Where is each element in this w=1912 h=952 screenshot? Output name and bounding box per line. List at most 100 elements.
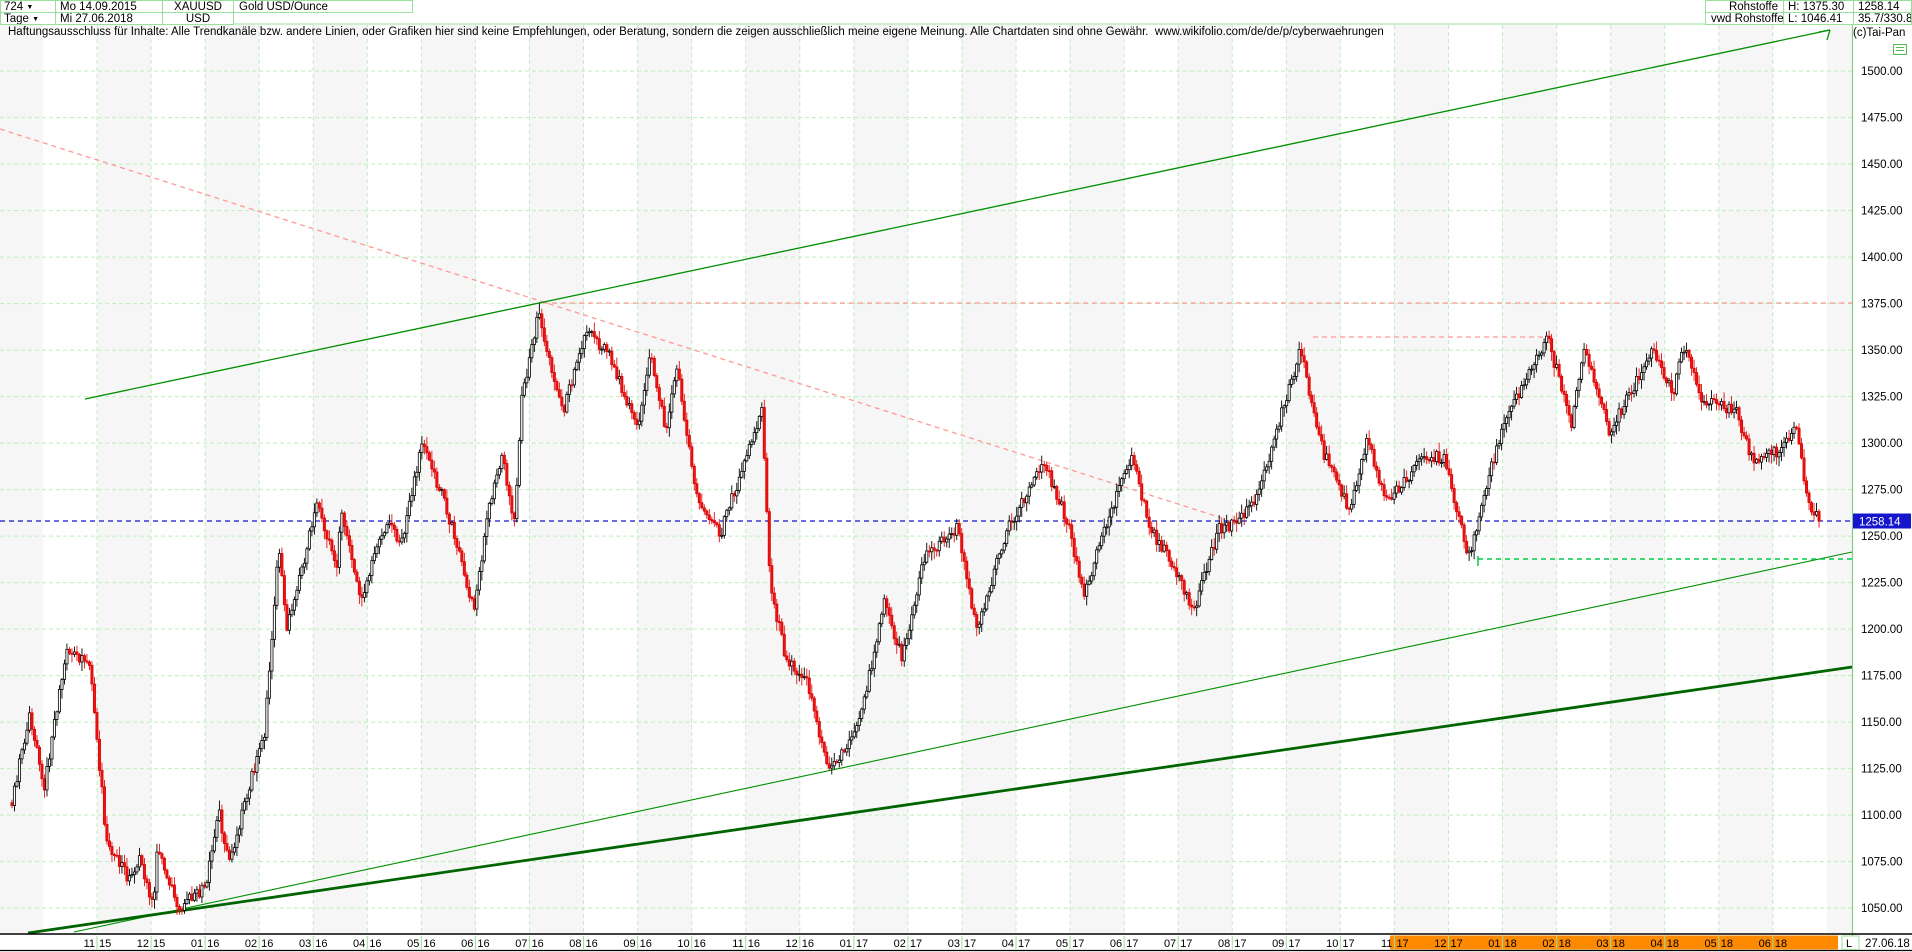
candle-body	[732, 493, 736, 497]
date-month-label: 06	[1759, 938, 1771, 950]
candle-body	[1177, 575, 1181, 578]
candle-body	[235, 834, 239, 849]
candle-body	[1035, 471, 1039, 478]
candle-body	[1462, 524, 1466, 542]
candle-body	[1790, 433, 1794, 441]
candle-body	[15, 781, 19, 787]
candle-body	[1012, 520, 1016, 523]
candle-body	[1120, 478, 1124, 487]
candle-body	[432, 468, 436, 473]
candle-body	[1470, 550, 1474, 553]
candle-body	[545, 340, 549, 352]
date-year-label: 18	[1559, 938, 1571, 950]
candle-body	[687, 434, 691, 448]
candle-body	[1712, 398, 1716, 401]
candle-body	[90, 664, 94, 685]
candle-body	[1212, 547, 1216, 550]
candle-body	[570, 384, 574, 387]
candle-body	[740, 470, 744, 478]
candle-body	[952, 533, 956, 536]
candle-body	[1552, 351, 1556, 368]
candle-body	[1155, 529, 1159, 545]
candle-body	[1280, 407, 1284, 427]
date-to-field[interactable]: Mi 27.06.2018	[55, 12, 163, 25]
candle-body	[1442, 453, 1446, 463]
candle-body	[965, 560, 969, 580]
candle-body	[65, 648, 69, 665]
candle-body	[885, 598, 889, 609]
date-year-label: 18	[1613, 938, 1625, 950]
wikifolio-link[interactable]: www.wikifolio.com/de/de/p/cyberwaehrunge…	[1154, 26, 1384, 38]
candle-body	[1392, 492, 1396, 500]
candle-body	[1670, 380, 1674, 393]
candle-body	[1002, 543, 1006, 551]
candle-body	[1232, 519, 1236, 523]
price-tick-label: 1225.00	[1861, 578, 1903, 590]
candle-body	[317, 502, 321, 509]
instrument-name-field[interactable]: Gold USD/Ounce	[233, 0, 413, 13]
candle-body	[1432, 457, 1436, 462]
candle-body	[830, 765, 834, 769]
candle-body	[1245, 506, 1249, 518]
candle-body	[1135, 464, 1139, 472]
candle-body	[1710, 398, 1714, 405]
candle-body	[42, 778, 46, 791]
candle-body	[1607, 421, 1611, 436]
candle-body	[630, 403, 634, 414]
candle-body	[295, 589, 299, 601]
candle-body	[590, 331, 594, 334]
chart-settings-icon[interactable]	[1893, 44, 1907, 55]
candle-body	[1480, 504, 1484, 518]
candle-body	[1160, 540, 1164, 552]
candle-body	[1107, 516, 1111, 528]
candle-body	[1707, 403, 1711, 406]
candle-body	[877, 623, 881, 643]
candle-body	[1600, 396, 1604, 405]
candle-body	[47, 758, 51, 767]
candle-body	[580, 348, 584, 355]
candle-body	[1505, 417, 1509, 424]
candle-body	[1025, 495, 1029, 504]
candle-body	[1072, 537, 1076, 557]
month-band	[1826, 25, 1852, 933]
candle-body	[1645, 360, 1649, 368]
candle-body	[145, 878, 149, 884]
candle-body	[100, 769, 104, 788]
candle-body	[355, 571, 359, 582]
candle-body	[112, 854, 116, 856]
candle-body	[475, 589, 479, 610]
candle-body	[725, 509, 729, 518]
candle-body	[1052, 485, 1056, 488]
date-year-label: 17	[964, 938, 976, 950]
candle-body	[652, 357, 656, 376]
scale-mode-button[interactable]	[1841, 935, 1860, 950]
candle-body	[585, 331, 589, 337]
candle-body	[260, 739, 264, 750]
candle-body	[230, 851, 234, 860]
candle-body	[745, 455, 749, 462]
candle-body	[915, 594, 919, 606]
candle-body	[907, 629, 911, 640]
candle-body	[1017, 507, 1021, 517]
candle-body	[1592, 368, 1596, 383]
candle-body	[755, 428, 759, 434]
candle-body	[547, 351, 551, 358]
candle-body	[202, 884, 206, 888]
candle-body	[427, 452, 431, 461]
candle-body	[887, 607, 891, 616]
copyright-label: (c)Tai-Pan	[1853, 27, 1906, 39]
candle-body	[777, 621, 781, 623]
visible-range-highlight[interactable]	[1390, 935, 1838, 950]
candle-body	[1317, 426, 1321, 436]
date-month-label: 10	[1326, 938, 1338, 950]
date-month-label: 04	[1650, 938, 1662, 950]
candle-body	[1175, 567, 1179, 578]
month-band	[1394, 25, 1449, 933]
timeframe-dropdown[interactable]: Tage ▼	[0, 12, 56, 25]
candle-body	[842, 749, 846, 753]
candle-body	[1335, 471, 1339, 481]
candle-body	[555, 381, 559, 391]
candle-body	[510, 495, 514, 514]
bars-count-dropdown[interactable]: 724 ▼	[0, 0, 56, 13]
